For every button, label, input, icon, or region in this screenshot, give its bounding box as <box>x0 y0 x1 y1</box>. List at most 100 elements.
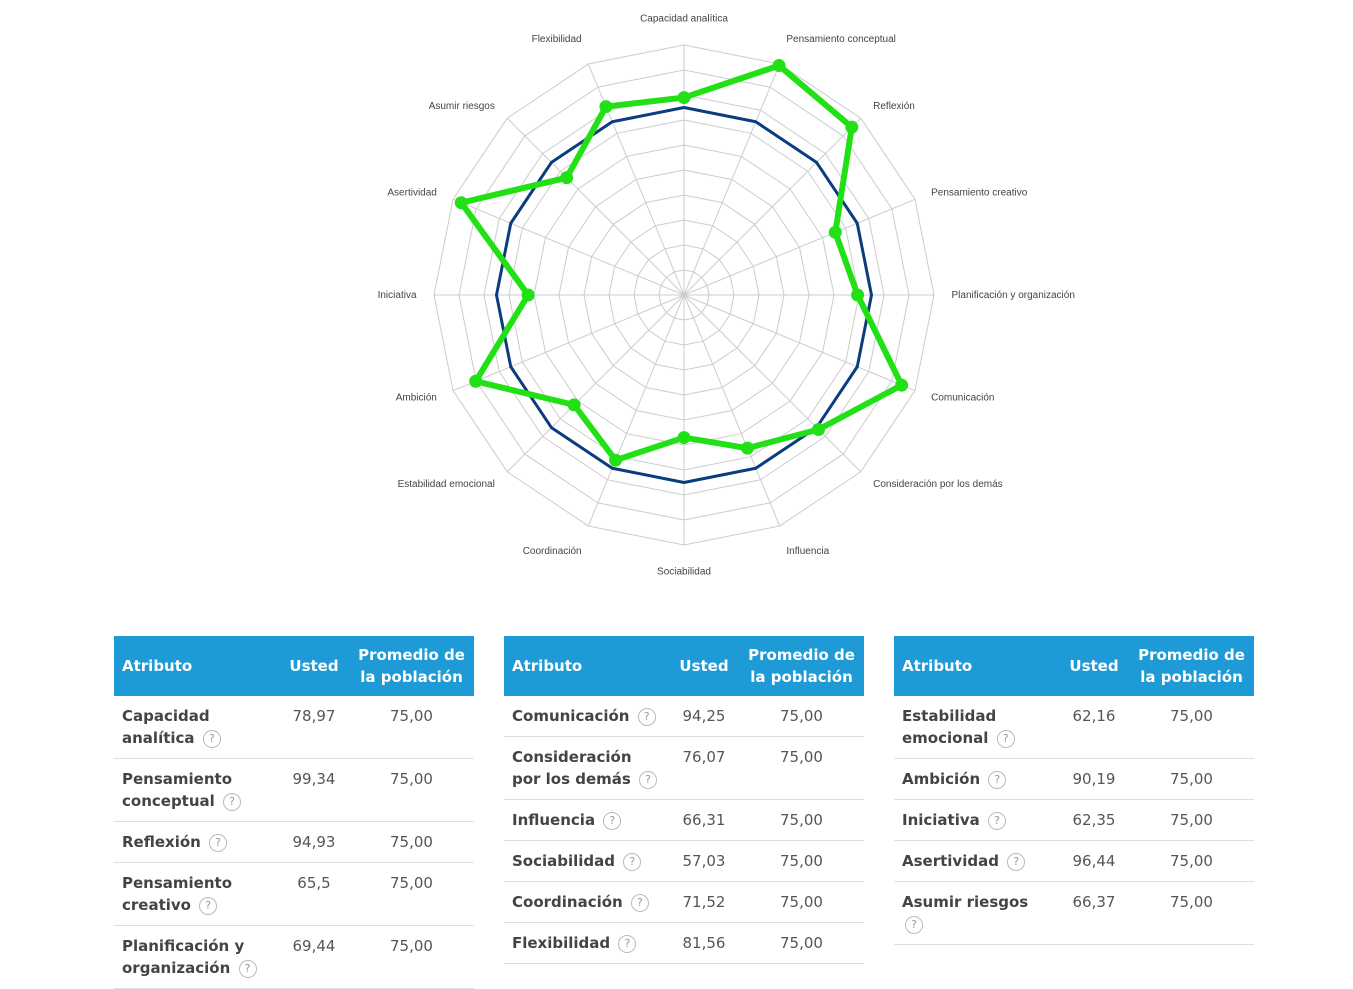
help-icon[interactable]: ? <box>996 729 1015 748</box>
axis-label: Capacidad analítica <box>640 14 728 25</box>
table-row: Flexibilidad ? 81,56 75,00 <box>504 922 864 964</box>
data-point <box>740 441 754 455</box>
promedio-value: 75,00 <box>1129 840 1254 882</box>
series-line <box>495 106 873 484</box>
help-icon[interactable]: ? <box>637 707 656 726</box>
usted-value: 71,52 <box>669 881 739 923</box>
table-row: Comunicación ? 94,25 75,00 <box>504 696 864 737</box>
promedio-value: 75,00 <box>739 736 864 800</box>
attribute-name: Comunicación <box>512 707 630 725</box>
attribute-name: Estabilidad emocional <box>902 707 997 747</box>
usted-value: 69,44 <box>279 925 349 989</box>
promedio-value: 75,00 <box>1129 799 1254 841</box>
axis-label: Iniciativa <box>378 290 417 301</box>
help-icon[interactable]: ? <box>988 770 1007 789</box>
data-point <box>811 422 825 436</box>
grid-spoke <box>683 294 916 392</box>
attribute-cell: Pensamiento creativo ? <box>114 862 279 926</box>
help-icon[interactable]: ? <box>988 811 1007 830</box>
attribute-name: Capacidad analítica <box>122 707 210 747</box>
axis-label: Comunicación <box>931 392 994 403</box>
promedio-value: 75,00 <box>349 925 474 989</box>
usted-value: 94,93 <box>279 821 349 863</box>
data-point <box>609 453 623 467</box>
attribute-name: Flexibilidad <box>512 934 611 952</box>
promedio-value: 75,00 <box>739 922 864 964</box>
promedio-value: 75,00 <box>349 862 474 926</box>
attribute-name: Pensamiento conceptual <box>122 770 232 810</box>
help-icon[interactable]: ? <box>623 852 642 871</box>
table-row: Planificación y organización ? 69,44 75,00 <box>114 925 474 989</box>
promedio-value: 75,00 <box>739 799 864 841</box>
usted-value: 94,25 <box>669 696 739 737</box>
axis-label: Asumir riesgos <box>429 101 495 112</box>
axis-label: Influencia <box>786 546 829 557</box>
axis-label: Asertividad <box>387 188 436 199</box>
help-icon[interactable]: ? <box>199 896 218 915</box>
table-row: Asertividad ? 96,44 75,00 <box>894 840 1254 882</box>
help-icon[interactable]: ? <box>202 729 221 748</box>
attribute-cell: Asertividad ? <box>894 840 1059 882</box>
table-row: Ambición ? 90,19 75,00 <box>894 758 1254 800</box>
usted-value: 81,56 <box>669 922 739 964</box>
data-point <box>454 196 468 210</box>
usted-value: 90,19 <box>1059 758 1129 800</box>
attribute-cell: Pensamiento conceptual ? <box>114 758 279 822</box>
promedio-value: 75,00 <box>1129 758 1254 800</box>
attribute-table-1: Atributo Usted Promedio de la población … <box>114 636 474 989</box>
attribute-name: Reflexión <box>122 833 201 851</box>
usted-value: 76,07 <box>669 736 739 800</box>
data-point <box>895 378 909 392</box>
header-promedio: Promedio de la población <box>1129 636 1254 696</box>
table-row: Sociabilidad ? 57,03 75,00 <box>504 840 864 882</box>
promedio-value: 75,00 <box>1129 696 1254 759</box>
data-point <box>567 398 581 412</box>
help-icon[interactable]: ? <box>630 893 649 912</box>
table-row: Estabilidad emocional ? 62,16 75,00 <box>894 696 1254 759</box>
grid-spoke <box>452 198 685 296</box>
attribute-name: Consideración por los demás <box>512 748 632 788</box>
help-icon[interactable]: ? <box>618 934 637 953</box>
grid-spoke <box>506 294 685 473</box>
header-usted: Usted <box>669 636 739 696</box>
grid-spoke <box>506 117 685 296</box>
attribute-table-3: Atributo Usted Promedio de la población … <box>894 636 1254 945</box>
header-usted: Usted <box>1059 636 1129 696</box>
help-icon[interactable]: ? <box>1007 852 1026 871</box>
table-row: Coordinación ? 71,52 75,00 <box>504 881 864 923</box>
help-icon[interactable]: ? <box>905 915 923 934</box>
header-promedio: Promedio de la población <box>349 636 474 696</box>
table-row: Asumir riesgos ? 66,37 75,00 <box>894 881 1254 945</box>
axis-label: Consideración por los demás <box>873 479 1003 490</box>
help-icon[interactable]: ? <box>238 959 257 978</box>
table-row: Reflexión ? 94,93 75,00 <box>114 821 474 863</box>
promedio-value: 75,00 <box>349 758 474 822</box>
table-row: Capacidad analítica ? 78,97 75,00 <box>114 696 474 759</box>
grid-spoke <box>452 294 685 392</box>
header-atributo: Atributo <box>114 636 279 696</box>
help-icon[interactable]: ? <box>603 811 622 830</box>
grid-spoke <box>587 294 685 527</box>
attribute-name: Iniciativa <box>902 811 980 829</box>
usted-value: 78,97 <box>279 696 349 759</box>
axis-label: Planificación y organización <box>952 290 1075 301</box>
data-point <box>599 100 613 114</box>
help-icon[interactable]: ? <box>209 833 228 852</box>
attribute-cell: Iniciativa ? <box>894 799 1059 841</box>
usted-value: 66,37 <box>1059 881 1129 945</box>
data-point <box>851 288 865 302</box>
attribute-cell: Asumir riesgos ? <box>894 881 1059 945</box>
help-icon[interactable]: ? <box>639 770 658 789</box>
help-icon[interactable]: ? <box>223 792 242 811</box>
data-point <box>677 431 691 445</box>
attribute-cell: Consideración por los demás ? <box>504 736 669 800</box>
data-point <box>845 120 859 134</box>
grid-spoke <box>683 117 862 296</box>
table-row: Iniciativa ? 62,35 75,00 <box>894 799 1254 841</box>
table-row: Influencia ? 66,31 75,00 <box>504 799 864 841</box>
axis-label: Pensamiento conceptual <box>786 34 896 45</box>
attribute-name: Influencia <box>512 811 596 829</box>
attribute-name: Pensamiento creativo <box>122 874 232 914</box>
promedio-value: 75,00 <box>1129 881 1254 945</box>
attribute-cell: Planificación y organización ? <box>114 925 279 989</box>
